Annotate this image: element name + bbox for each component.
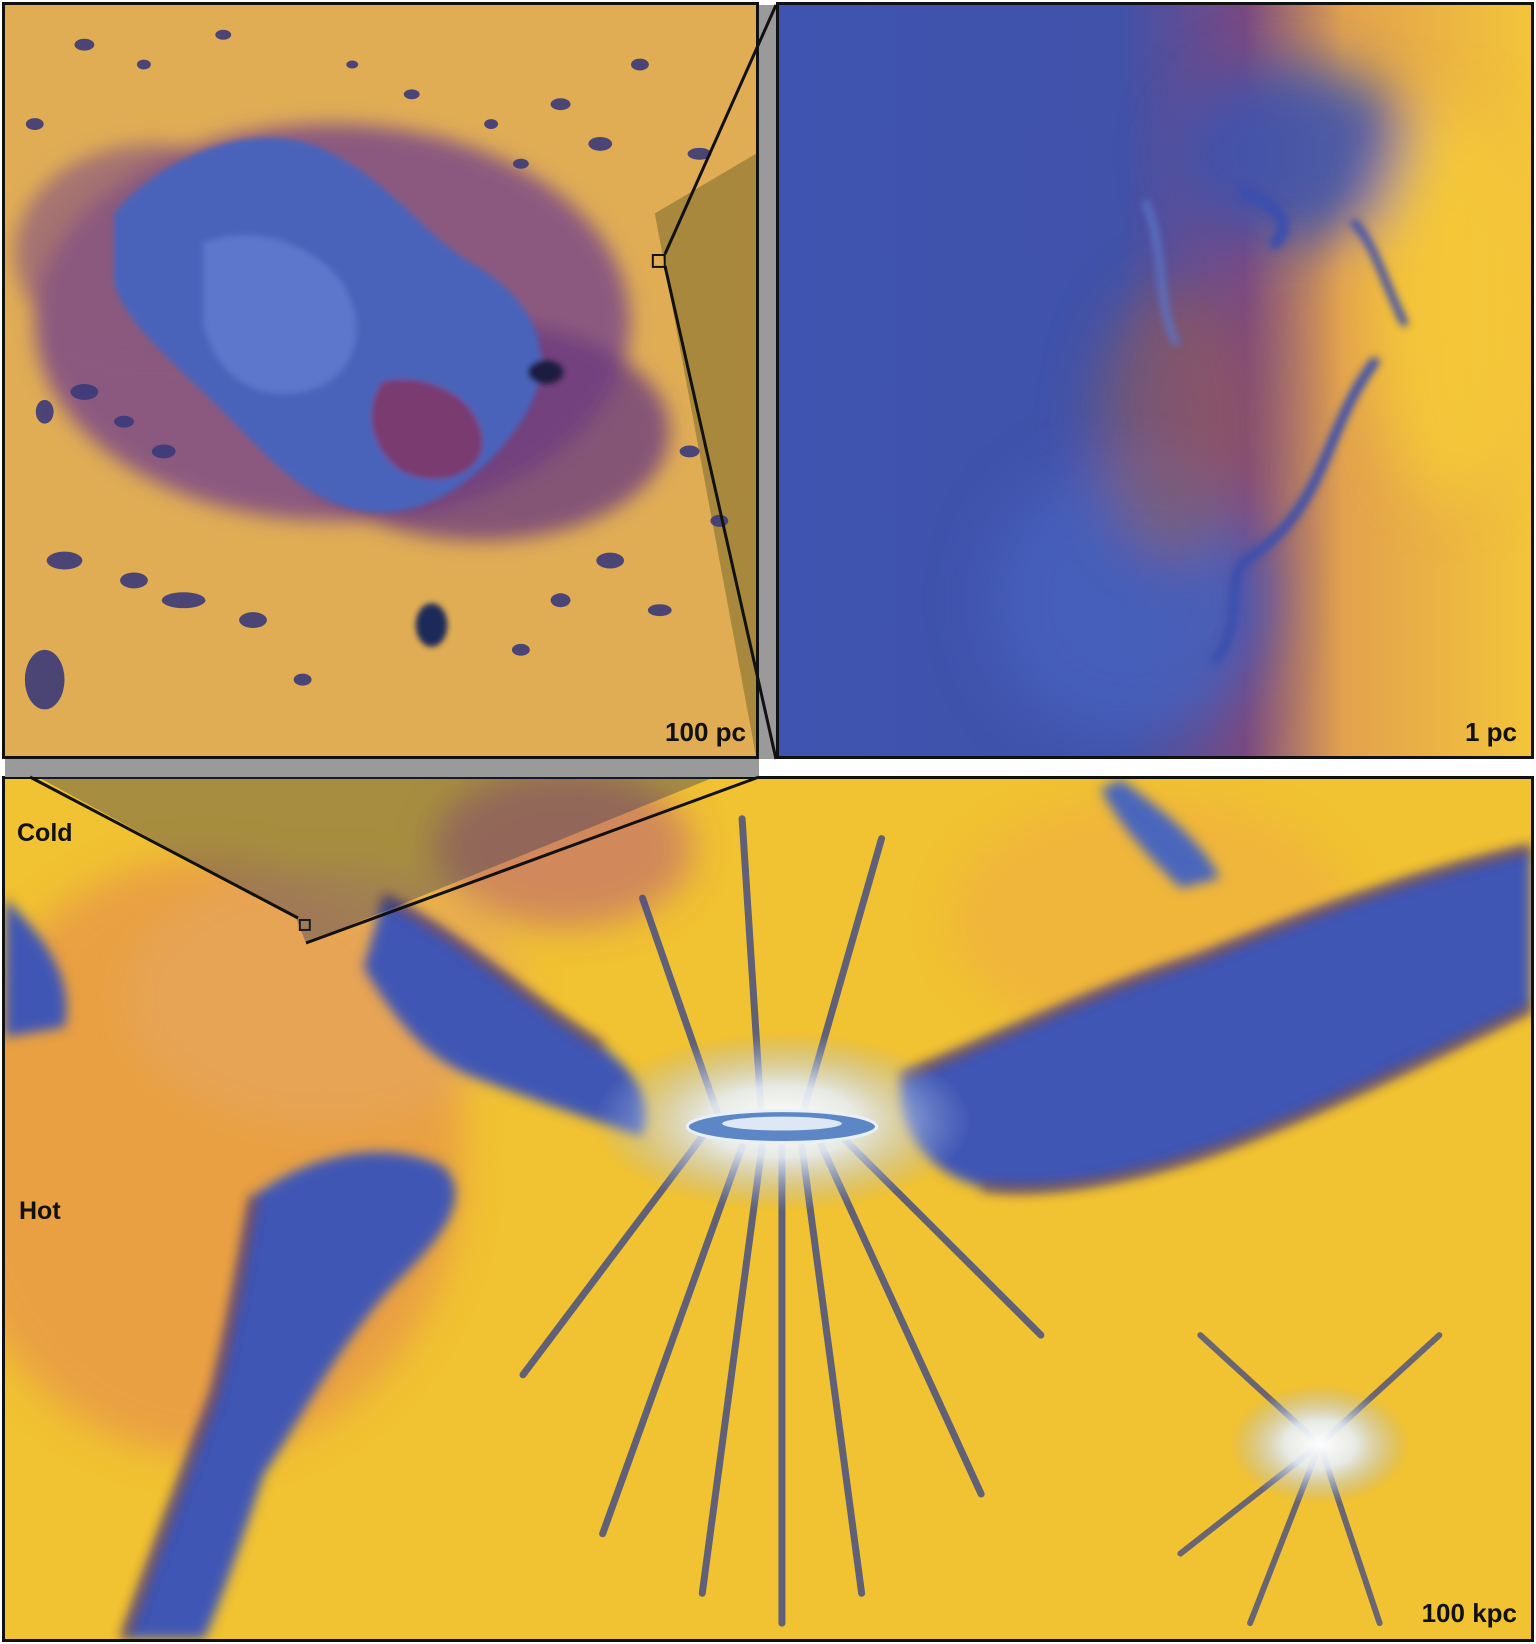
scale-label-100kpc: 100 kpc	[1421, 1598, 1517, 1628]
panel-1pc: 1 pc	[776, 2, 1534, 759]
legend-cold-label: Cold	[17, 819, 73, 847]
legend-hot-label: Hot	[19, 1197, 61, 1225]
panel-100kpc: Cold Hot 100 kpc	[2, 776, 1534, 1642]
panel-100pc: 100 pc	[2, 2, 759, 759]
scale-label-1pc: 1 pc	[1464, 717, 1517, 747]
gas-temperature-map-100pc	[5, 5, 756, 756]
gas-temperature-map-1pc	[779, 5, 1531, 756]
gas-temperature-map-100kpc	[5, 779, 1531, 1639]
scale-label-100pc: 100 pc	[665, 717, 746, 747]
